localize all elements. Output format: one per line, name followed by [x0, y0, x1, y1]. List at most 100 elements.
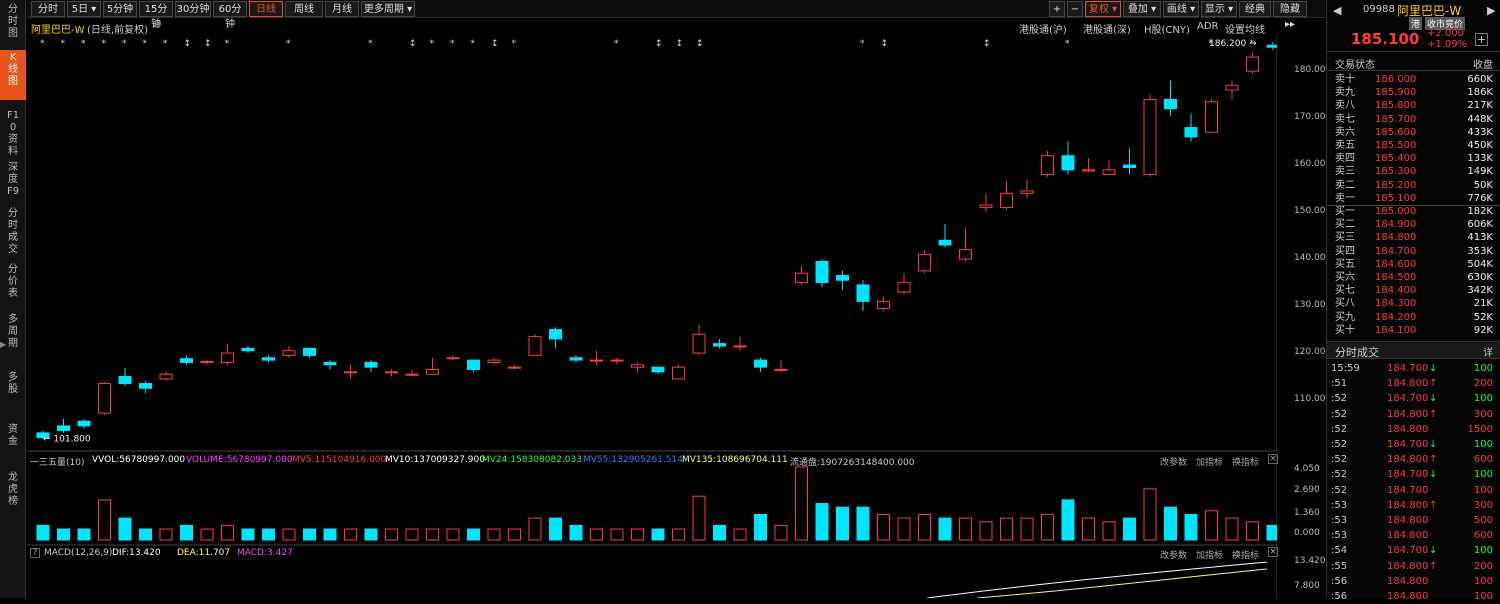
bid-row-2[interactable]: 买三 184.800 413K	[1335, 231, 1495, 244]
bid-row-5[interactable]: 买六 184.500 630K	[1335, 271, 1495, 284]
period-btn-5[interactable]: 60分钟	[213, 1, 247, 30]
trade-row: :52 184.800 1500	[1331, 422, 1495, 437]
candle-17	[385, 369, 398, 377]
candle-31	[672, 364, 685, 380]
trade-row: :52 184.700 ↓ 100	[1331, 437, 1495, 452]
period-btn-0[interactable]: 分时	[31, 1, 65, 17]
volume-panel-header: 一三五量(10) VVOL:56780997.000 VOLUME:567809…	[30, 454, 1280, 469]
bid-row-7[interactable]: 买八 184.300 21K	[1335, 297, 1495, 310]
candle-37	[795, 266, 808, 285]
period-btn-7[interactable]: 周线	[285, 1, 323, 17]
link-hcny[interactable]: H股(CNY)	[1144, 25, 1190, 36]
macd-add-indicator[interactable]: 加指标	[1196, 551, 1224, 561]
period-btn-1[interactable]: 5日 ▾	[67, 1, 101, 17]
sidebar-item-0[interactable]: 分时图	[8, 4, 18, 39]
toolbar-right-btn-2[interactable]: 复权 ▾	[1085, 1, 1121, 17]
ob-volume: 133K	[1467, 153, 1493, 165]
event-marker-41: ↕	[881, 39, 889, 49]
trade-time: :56	[1331, 591, 1348, 602]
toolbar-right-btn-4[interactable]: 画线 ▾	[1163, 1, 1199, 17]
volume-bar-42	[897, 517, 911, 541]
add-watch-icon[interactable]: +	[1475, 33, 1488, 46]
sidebar-item-4[interactable]: 分时成交	[8, 208, 18, 255]
toolbar-right-btn-5[interactable]: 显示 ▾	[1201, 1, 1237, 17]
period-btn-9[interactable]: 更多周期 ▾	[361, 1, 415, 17]
settings-icon[interactable]: ⚙	[153, 20, 162, 31]
link-hk-sh[interactable]: 港股通(沪)	[1019, 25, 1067, 36]
vol-add-indicator[interactable]: 加指标	[1196, 458, 1224, 468]
volume-bar-35	[754, 513, 767, 541]
period-btn-8[interactable]: 月线	[325, 1, 359, 17]
period-btn-4[interactable]: 30分钟	[175, 1, 211, 17]
ob-price: 185.800	[1375, 100, 1417, 112]
ask-row-7[interactable]: 卖三 185.300 149K	[1335, 165, 1495, 178]
sidebar-item-5[interactable]: 分价表	[8, 264, 18, 299]
sidebar-collapse-icon[interactable]: ▶	[0, 340, 7, 349]
link-adr[interactable]: ADR	[1197, 21, 1219, 32]
arrow-down-icon: ↓	[1429, 393, 1438, 405]
bid-row-0[interactable]: 买一 185.000 182K	[1335, 205, 1495, 218]
trade-time: :55	[1331, 560, 1348, 572]
vol-adj-params[interactable]: 改参数	[1160, 458, 1188, 468]
chart-title-bar: 阿里巴巴-W (日线,前复权) ⚙ 港股通(沪) 港股通(深) H股(CNY) …	[27, 19, 1277, 36]
sidebar-item-1[interactable]: K线图	[0, 50, 26, 100]
trade-row: :51 184.800 ↑ 200	[1331, 376, 1495, 391]
trades-detail-link[interactable]: 详	[1483, 348, 1493, 359]
ask-row-4[interactable]: 卖六 185.600 433K	[1335, 126, 1495, 139]
ask-row-2[interactable]: 卖八 185.800 217K	[1335, 99, 1495, 112]
arrow-down-icon: ↓	[1429, 545, 1438, 557]
macd-swap-indicator[interactable]: 换指标	[1232, 551, 1260, 561]
sidebar-item-3[interactable]: 深度F9	[6, 162, 20, 197]
vol-swap-indicator[interactable]: 换指标	[1232, 458, 1260, 468]
arrow-up-icon: ↑	[1429, 454, 1438, 466]
link-hk-sz[interactable]: 港股通(深)	[1083, 25, 1131, 36]
ask-row-6[interactable]: 卖四 185.400 133K	[1335, 152, 1495, 165]
period-btn-3[interactable]: 15分钟	[139, 1, 173, 30]
sidebar-item-7[interactable]: 多股	[8, 372, 18, 395]
ask-row-3[interactable]: 卖七 185.700 448K	[1335, 113, 1495, 126]
trade-price: 184.800	[1387, 575, 1429, 587]
vol-ytick-2: 1.360	[1294, 508, 1320, 518]
ask-row-1[interactable]: 卖九 185.900 186K	[1335, 86, 1495, 99]
trade-volume: 300	[1473, 408, 1493, 420]
candle-57	[1205, 99, 1218, 133]
sidebar-item-6[interactable]: 多周期	[8, 314, 18, 349]
period-btn-6[interactable]: 日线	[249, 1, 283, 17]
ob-volume: 776K	[1467, 192, 1493, 204]
event-marker-28: *	[614, 39, 619, 49]
bid-row-9[interactable]: 买十 184.100 92K	[1335, 324, 1495, 337]
sidebar-item-9[interactable]: 龙虎榜	[8, 472, 18, 507]
link-ma-settings[interactable]: 设置均线	[1225, 25, 1265, 36]
candle-24	[528, 334, 542, 356]
sidebar-item-8[interactable]: 资金	[8, 424, 18, 447]
macd-adj-params[interactable]: 改参数	[1160, 551, 1188, 561]
volume-bar-12	[282, 528, 296, 541]
prev-stock-icon[interactable]: ◀	[1333, 4, 1342, 17]
trade-volume: 600	[1473, 530, 1493, 542]
toolbar-right-btn-3[interactable]: 叠加 ▾	[1123, 1, 1161, 17]
quote-header: ◀ 09988 阿里巴巴-W ▶ 港 收市竞价 185.100 +2.000 +…	[1327, 0, 1500, 52]
bid-row-1[interactable]: 买二 184.900 606K	[1335, 218, 1495, 231]
vol-close-icon[interactable]: ×	[1268, 454, 1278, 464]
ob-price: 184.100	[1375, 324, 1417, 336]
bid-row-6[interactable]: 买七 184.400 342K	[1335, 284, 1495, 297]
toolbar-right-btn-7[interactable]: 隐藏 ▸▸	[1273, 1, 1307, 30]
toolbar-right-btn-0[interactable]: +	[1049, 1, 1065, 17]
macd-close-icon[interactable]: ×	[1268, 547, 1278, 557]
ask-row-8[interactable]: 卖二 185.200 50K	[1335, 179, 1495, 192]
ask-row-9[interactable]: 卖一 185.100 776K	[1335, 192, 1495, 205]
bid-row-8[interactable]: 买九 184.200 52K	[1335, 311, 1495, 324]
ask-row-0[interactable]: 卖十 186.000 660K	[1335, 73, 1495, 86]
kline-chart[interactable]: * * * * * * * ↕ ↕ * * * ↕ * * * ↕ * * ↕ ↕ ↕ * ↕ ↕ * * *186.200 →← 1…	[27, 35, 1277, 598]
toolbar-right-btn-6[interactable]: 经典	[1239, 1, 1271, 17]
period-btn-2[interactable]: 5分钟	[103, 1, 137, 17]
bid-row-4[interactable]: 买五 184.600 504K	[1335, 258, 1495, 271]
toolbar-right-btn-1[interactable]: −	[1067, 1, 1083, 17]
sidebar-item-2[interactable]: F10资料	[6, 110, 20, 157]
macd-help-icon[interactable]: ?	[30, 548, 40, 558]
ask-row-5[interactable]: 卖五 185.500 450K	[1335, 139, 1495, 152]
bid-row-3[interactable]: 买四 184.700 353K	[1335, 245, 1495, 258]
next-stock-icon[interactable]: ▶	[1487, 4, 1496, 17]
ob-price: 185.300	[1375, 166, 1417, 178]
ob-level: 买一	[1335, 206, 1355, 217]
